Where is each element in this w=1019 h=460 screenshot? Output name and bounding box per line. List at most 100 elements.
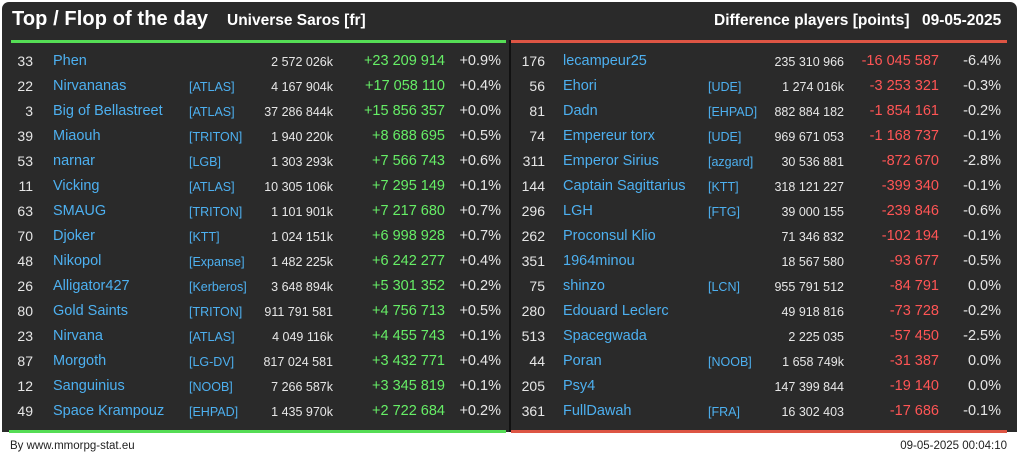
player-name-link[interactable]: shinzo [563,278,605,294]
player-rank: 144 [521,178,545,194]
top-accent-bar [11,40,506,43]
flop-row: 280 Edouard Leclerc 49 918 816 -73 728 -0.2% [511,300,1007,325]
player-name-link[interactable]: Morgoth [53,353,107,369]
flop-rows: 176 lecampeur25 235 310 966 -16 045 587 -6.4… [511,50,1007,425]
player-name-link[interactable]: Vicking [53,178,100,194]
percent-change: -2.8% [963,153,1001,169]
alliance-tag-link[interactable]: [ATLAS] [189,330,235,344]
player-points: 39 000 155 [781,205,844,219]
player-name-link[interactable]: LGH [563,203,593,219]
percent-change: +0.7% [459,203,501,219]
player-rank: 22 [17,78,33,94]
player-rank: 63 [17,203,33,219]
player-name-link[interactable]: Emperor Sirius [563,153,659,169]
player-name-link[interactable]: FullDawah [563,403,632,419]
percent-change: +0.9% [459,53,501,69]
flop-row: 311 Emperor Sirius [azgard] 30 536 881 -872 … [511,150,1007,175]
alliance-tag-link[interactable]: [FTG] [708,205,740,219]
top-row: 26 Alligator427 [Kerberos] 3 648 894k +5 301… [11,275,506,300]
alliance-tag-link[interactable]: [EHPAD] [708,105,758,119]
player-name-link[interactable]: Miaouh [53,128,101,144]
player-name-link[interactable]: Nirvananas [53,78,127,94]
percent-change: 0.0% [967,378,1001,394]
alliance-tag-link[interactable]: [LGB] [189,155,221,169]
flop-row: 296 LGH [FTG] 39 000 155 -239 846 -0.6% [511,200,1007,225]
alliance-tag-link[interactable]: [KTT] [708,180,739,194]
player-name-link[interactable]: Nikopol [53,253,102,269]
player-name-link[interactable]: Phen [53,53,87,69]
player-name-link[interactable]: Spacegwada [563,328,647,344]
player-name-link[interactable]: Gold Saints [53,303,128,319]
player-name-link[interactable]: Poran [563,353,602,369]
percent-change: -0.1% [963,403,1001,419]
player-name-link[interactable]: Empereur torx [563,128,655,144]
points-delta: +17 058 110 [365,78,445,94]
player-rank: 39 [17,128,33,144]
player-rank: 262 [521,228,545,244]
player-points: 16 302 403 [781,405,844,419]
alliance-tag-link[interactable]: [LG-DV] [189,355,235,369]
player-name-link[interactable]: SMAUG [53,203,107,219]
alliance-tag-link[interactable]: [TRITON] [189,305,243,319]
player-name-link[interactable]: Space Krampouz [53,403,165,419]
player-name-link[interactable]: Dadn [563,103,598,119]
player-name-link[interactable]: Psy4 [563,378,596,394]
player-name-link[interactable]: Edouard Leclerc [563,303,669,319]
player-points: 235 310 966 [774,55,844,69]
player-name-link[interactable]: 1964minou [563,253,635,269]
alliance-tag-link[interactable]: [ATLAS] [189,80,235,94]
flop-row: 74 Empereur torx [UDE] 969 671 053 -1 168 73… [511,125,1007,150]
points-delta: +8 688 695 [372,128,445,144]
points-delta: +6 998 928 [372,228,445,244]
player-points: 1 658 749k [782,355,844,369]
alliance-tag-link[interactable]: [EHPAD] [189,405,239,419]
player-rank: 12 [17,378,33,394]
player-points: 817 024 581 [263,355,333,369]
alliance-tag-link[interactable]: [KTT] [189,230,220,244]
alliance-tag-link[interactable]: [ATLAS] [189,105,235,119]
alliance-tag-link[interactable]: [NOOB] [708,355,752,369]
flop-row: 205 Psy4 147 399 844 -19 140 0.0% [511,375,1007,400]
alliance-tag-link[interactable]: [Kerberos] [189,280,247,294]
player-name-link[interactable]: Alligator427 [53,278,130,294]
player-rank: 3 [25,103,33,119]
player-name-link[interactable]: Proconsul Klio [563,228,656,244]
alliance-tag-link[interactable]: [Expanse] [189,255,245,269]
player-rank: 74 [529,128,545,144]
flop-row: 262 Proconsul Klio 71 346 832 -102 194 -0.1% [511,225,1007,250]
top-row: 48 Nikopol [Expanse] 1 482 225k +6 242 277 +0… [11,250,506,275]
player-name-link[interactable]: Djoker [53,228,95,244]
player-points: 1 940 220k [271,130,333,144]
top-row: 33 Phen 2 572 026k +23 209 914 +0.9% [11,50,506,75]
top-row: 23 Nirvana [ATLAS] 4 049 116k +4 455 743 +0.1… [11,325,506,350]
player-name-link[interactable]: Nirvana [53,328,103,344]
percent-change: -0.2% [963,303,1001,319]
percent-change: -0.1% [963,228,1001,244]
alliance-tag-link[interactable]: [UDE] [708,130,742,144]
player-rank: 75 [529,278,545,294]
player-name-link[interactable]: narnar [53,153,95,169]
player-name-link[interactable]: lecampeur25 [563,53,647,69]
alliance-tag-link[interactable]: [LCN] [708,280,740,294]
top-table: 33 Phen 2 572 026k +23 209 914 +0.9% 22 Nirvan… [11,40,506,434]
player-name-link[interactable]: Big of Bellastreet [53,103,163,119]
alliance-tag-link[interactable]: [NOOB] [189,380,233,394]
player-rank: 23 [17,328,33,344]
alliance-tag-link[interactable]: [FRA] [708,405,740,419]
player-points: 30 536 881 [781,155,844,169]
player-name-link[interactable]: Sanguinius [53,378,125,394]
top-row: 3 Big of Bellastreet [ATLAS] 37 286 844k +15… [11,100,506,125]
alliance-tag-link[interactable]: [ATLAS] [189,180,235,194]
alliance-tag-link[interactable]: [TRITON] [189,205,243,219]
alliance-tag-link[interactable]: [TRITON] [189,130,243,144]
player-rank: 48 [17,253,33,269]
player-name-link[interactable]: Ehori [563,78,597,94]
flop-row: 176 lecampeur25 235 310 966 -16 045 587 -6.4… [511,50,1007,75]
alliance-tag-link[interactable]: [azgard] [708,155,754,169]
percent-change: +0.4% [459,78,501,94]
points-delta: -239 846 [881,203,939,219]
alliance-tag-link[interactable]: [UDE] [708,80,742,94]
player-points: 955 791 512 [774,280,844,294]
player-name-link[interactable]: Captain Sagittarius [563,178,686,194]
